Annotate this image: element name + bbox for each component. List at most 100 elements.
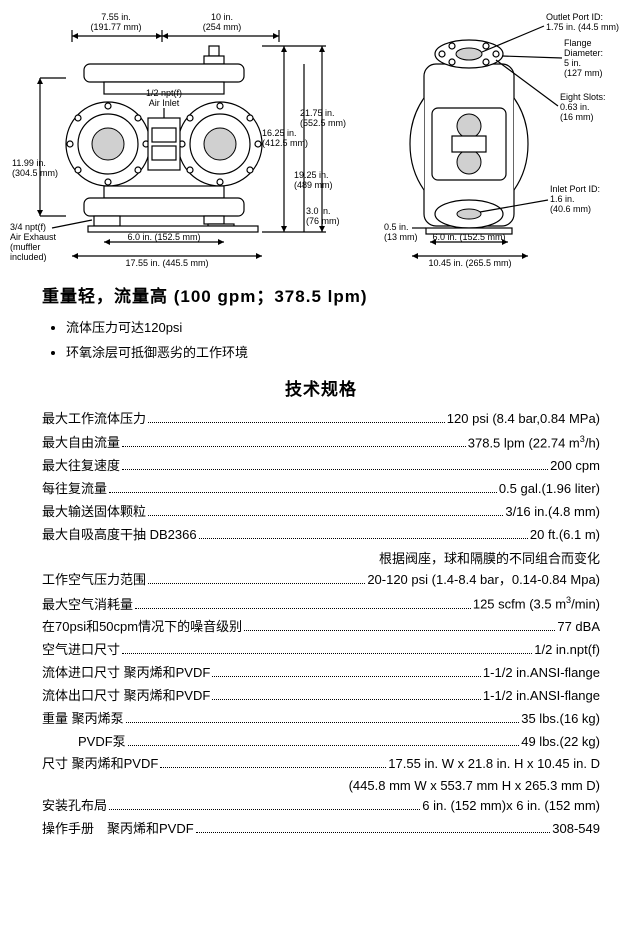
spec-label: 最大自由流量 (42, 434, 120, 453)
spec-value: 20-120 psi (1.4-8.4 bar，0.14-0.84 Mpa) (367, 571, 600, 590)
spec-row: 最大空气消耗量 125 scfm (3.5 m3/min) (42, 594, 600, 614)
spec-row: 最大自吸高度干抽 DB2366 20 ft.(6.1 m) (42, 526, 600, 545)
spec-row: 在70psi和50cpm情况下的噪音级别 77 dBA (42, 618, 600, 637)
spec-label: 流体出口尺寸 聚丙烯和PVDF (42, 687, 210, 706)
spec-section-title: 技术规格 (42, 375, 600, 400)
dim-offset-2: (76 mm) (306, 216, 340, 226)
feature-bullets: 流体压力可达120psi 环氧涂层可抵御恶劣的工作环境 (42, 317, 600, 361)
spec-row: 操作手册 聚丙烯和PVDF 308-549 (42, 820, 600, 839)
spec-leader-dots (199, 538, 528, 539)
spec-leader-dots (148, 583, 365, 584)
spec-row: 尺寸 聚丙烯和PVDF17.55 in. W x 21.8 in. H x 10… (42, 755, 600, 774)
spec-value: 20 ft.(6.1 m) (530, 526, 600, 545)
spec-leader-dots (148, 422, 445, 423)
spec-row: 空气进口尺寸1/2 in.npt(f) (42, 641, 600, 660)
spec-leader-dots (244, 630, 555, 631)
dim-mid-h-2: (412.5 mm) (262, 138, 308, 148)
flange-label-4: (127 mm) (564, 68, 603, 78)
spec-leader-dots (122, 653, 532, 654)
spec-leader-dots (128, 745, 520, 746)
spec-label: 尺寸 聚丙烯和PVDF (42, 755, 158, 774)
dim-top-right-1: 10 in. (211, 12, 233, 22)
dim-foot-in: 6.0 in. (152.5 mm) (127, 232, 200, 242)
outlet-label-2: 1.75 in. (44.5 mm) (546, 22, 619, 32)
dim-lower-h-1: 19.25 in. (294, 170, 329, 180)
spec-leader-dots (122, 469, 548, 470)
spec-value: 77 dBA (557, 618, 600, 637)
spec-label: 工作空气压力范围 (42, 571, 146, 590)
spec-value: 125 scfm (3.5 m3/min) (473, 594, 600, 614)
dim-full-w: 17.55 in. (445.5 mm) (125, 258, 208, 268)
spec-label: 每往复流量 (42, 480, 107, 499)
spec-label: 最大往复速度 (42, 457, 120, 476)
spec-value: 49 lbs.(22 kg) (521, 733, 600, 752)
spec-leader-dots (135, 608, 471, 609)
spec-label: 最大空气消耗量 (42, 596, 133, 615)
dim-left-h-1: 11.99 in. (12, 158, 46, 168)
exhaust-label-4: included) (10, 252, 47, 262)
dim-mid-h-1: 16.25 in. (262, 128, 297, 138)
feature-bullet: 流体压力可达120psi (66, 317, 600, 336)
flange-label-2: Diameter: (564, 48, 603, 58)
dim-foot-d: 6.0 in. (152.5 mm) (432, 232, 505, 242)
flange-label-3: 5 in. (564, 58, 581, 68)
spec-row: 工作空气压力范围 20-120 psi (1.4-8.4 bar，0.14-0.8… (42, 571, 600, 590)
spec-value: 1-1/2 in.ANSI-flange (483, 664, 600, 683)
front-elevation-drawing: 7.55 in. (191.77 mm) 10 in. (254 mm) (4, 8, 364, 266)
dim-left-h-2: (304.5 mm) (12, 168, 58, 178)
spec-label: 操作手册 聚丙烯和PVDF (42, 820, 194, 839)
spec-row: 最大自由流量378.5 lpm (22.74 m3/h) (42, 433, 600, 453)
dim-top-left-1: 7.55 in. (101, 12, 131, 22)
inlet-label-1: Inlet Port ID: (550, 184, 600, 194)
spec-row: 最大工作流体压力 120 psi (8.4 bar,0.84 MPa) (42, 410, 600, 429)
slots-label-2: 0.63 in. (560, 102, 590, 112)
dim-lower-h-2: (489 mm) (294, 180, 333, 190)
dim-full-d: 10.45 in. (265.5 mm) (428, 258, 511, 268)
air-inlet-label-1: 1/2 npt(f) (146, 88, 182, 98)
dim-offset-1: 3.0 in. (306, 206, 331, 216)
spec-row: 最大往复速度 200 cpm (42, 457, 600, 476)
slots-label-3: (16 mm) (560, 112, 594, 122)
spec-leader-dots (109, 492, 497, 493)
spec-row: 安装孔布局6 in. (152 mm)x 6 in. (152 mm) (42, 797, 600, 816)
inlet-label-2: 1.6 in. (550, 194, 575, 204)
spec-label: 最大自吸高度干抽 DB2366 (42, 526, 197, 545)
spec-label: 最大输送固体颗粒 (42, 503, 146, 522)
spec-row: PVDF泵 49 lbs.(22 kg) (42, 733, 600, 752)
side-elevation-drawing: Outlet Port ID: 1.75 in. (44.5 mm) Flang… (364, 8, 638, 266)
spec-row: 每往复流量0.5 gal.(1.96 liter) (42, 480, 600, 499)
spec-leader-dots (109, 809, 420, 810)
spec-row: 流体进口尺寸 聚丙烯和PVDF 1-1/2 in.ANSI-flange (42, 664, 600, 683)
slots-label-1: Eight Slots: (560, 92, 606, 102)
spec-leader-dots (212, 676, 481, 677)
dim-top-left-2: (191.77 mm) (90, 22, 141, 32)
spec-leader-dots (148, 515, 503, 516)
spec-leader-dots (212, 699, 481, 700)
exhaust-label-1: 3/4 npt(f) (10, 222, 46, 232)
spec-row: 流体出口尺寸 聚丙烯和PVDF1-1/2 in.ANSI-flange (42, 687, 600, 706)
spec-note: 根据阀座，球和隔膜的不同组合而变化 (42, 548, 600, 567)
spec-label: 安装孔布局 (42, 797, 107, 816)
spec-leader-dots (160, 767, 386, 768)
spec-value: 200 cpm (550, 457, 600, 476)
exhaust-label-2: Air Exhaust (10, 232, 57, 242)
inlet-label-3: (40.6 mm) (550, 204, 591, 214)
spec-leader-dots (196, 832, 551, 833)
spec-label: PVDF泵 (78, 733, 126, 752)
depth-off-2: (13 mm) (384, 232, 418, 242)
spec-value: 308-549 (552, 820, 600, 839)
spec-label: 最大工作流体压力 (42, 410, 146, 429)
spec-label: 在70psi和50cpm情况下的噪音级别 (42, 618, 242, 637)
spec-leader-dots (126, 722, 520, 723)
spec-table: 最大工作流体压力 120 psi (8.4 bar,0.84 MPa) 最大自由流量… (42, 410, 600, 839)
exhaust-label-3: (muffler (10, 242, 40, 252)
spec-value: 120 psi (8.4 bar,0.84 MPa) (447, 410, 600, 429)
spec-value: 1/2 in.npt(f) (534, 641, 600, 660)
spec-value: 3/16 in.(4.8 mm) (505, 503, 600, 522)
content-section: 重量轻，流量高 (100 gpm；378.5 lpm) 流体压力可达120psi… (0, 270, 642, 859)
dim-full-h-1: 21.75 in. (300, 108, 335, 118)
spec-row: 重量 聚丙烯泵35 lbs.(16 kg) (42, 710, 600, 729)
spec-label: 流体进口尺寸 聚丙烯和PVDF (42, 664, 210, 683)
engineering-drawings: 7.55 in. (191.77 mm) 10 in. (254 mm) (0, 0, 642, 270)
feature-bullet: 环氧涂层可抵御恶劣的工作环境 (66, 342, 600, 361)
